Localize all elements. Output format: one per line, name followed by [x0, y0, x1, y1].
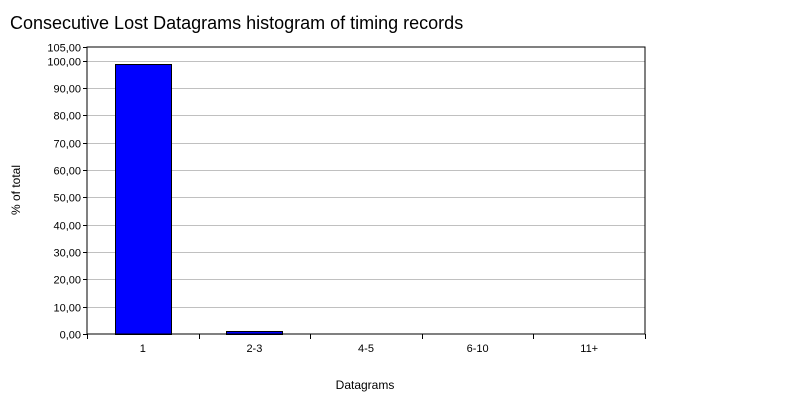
y-tick-label: 50,00	[53, 193, 81, 205]
y-tick-label: 30,00	[53, 248, 81, 260]
gridlines	[87, 61, 645, 308]
y-tick-label: 40,00	[53, 221, 81, 233]
y-axis-label: % of total	[9, 165, 23, 215]
x-tick-label: 6-10	[467, 343, 489, 355]
chart-title: Consecutive Lost Datagrams histogram of …	[10, 13, 464, 33]
y-tick-label: 80,00	[53, 111, 81, 123]
y-tick-label: 100,00	[47, 57, 81, 69]
x-axis: 1 2-3 4-5 6-10 11+	[87, 334, 646, 355]
y-tick-label: 60,00	[53, 166, 81, 178]
x-tick-label: 4-5	[358, 343, 374, 355]
y-axis: 0,00 10,00 20,00 30,00 40,00 50,00 60,00 70,00 8…	[47, 43, 87, 342]
y-tick-label: 20,00	[53, 275, 81, 287]
y-tick-label: 70,00	[53, 139, 81, 151]
x-tick-label: 11+	[580, 343, 598, 355]
bar-1	[115, 64, 172, 335]
x-axis-label: Datagrams	[336, 378, 395, 392]
x-tick-label: 2-3	[246, 343, 262, 355]
y-tick-label: 105,00	[47, 43, 81, 55]
y-tick-label: 90,00	[53, 84, 81, 96]
y-tick-label: 10,00	[53, 303, 81, 315]
bars	[115, 64, 283, 335]
y-tick-label: 0,00	[60, 330, 81, 342]
x-tick-label: 1	[140, 343, 146, 355]
plot-area-frame	[86, 46, 646, 335]
